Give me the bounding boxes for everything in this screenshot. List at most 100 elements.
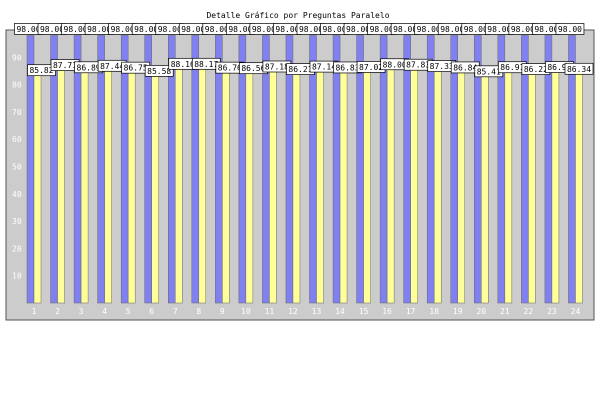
bar-series-2 [222,65,230,304]
bar-series-2 [457,65,465,304]
data-label: 98.00 [16,25,40,34]
bar-series-2 [339,65,348,304]
x-tick-label: 24 [571,307,581,316]
bar-series-1 [191,35,200,304]
x-tick-label: 20 [476,307,486,316]
data-label: 98.00 [134,25,158,34]
data-label: 86.56 [241,64,265,73]
bar-series-1 [262,35,270,304]
bar-series-2 [551,65,560,304]
data-label: 88.00 [383,60,407,69]
data-label: 98.00 [370,25,394,34]
data-label-box [555,23,585,35]
y-tick-label: 40 [12,190,22,199]
x-tick-label: 7 [173,307,178,316]
data-label: 98.00 [64,25,88,34]
x-tick-label: 1 [32,307,37,316]
bar-series-2 [386,62,395,304]
data-label: 98.00 [322,25,346,34]
bar-series-1 [544,35,553,304]
data-label: 98.00 [252,25,276,34]
x-tick-label: 12 [288,307,298,316]
data-label: 98.00 [558,25,582,34]
data-label: 86.76 [218,64,242,73]
bar-series-2 [410,62,418,304]
data-label: 98.00 [228,25,252,34]
x-tick-label: 17 [406,307,416,316]
bar-series-2 [80,65,89,304]
bar-series-2 [245,66,254,304]
data-label: 98.00 [511,25,535,34]
data-label: 85.58 [147,67,171,76]
data-label: 86.91 [500,63,524,72]
x-tick-label: 18 [429,307,439,316]
y-tick-label: 90 [12,53,22,62]
bar-series-2 [292,67,301,304]
bar-series-2 [104,64,112,304]
data-label: 98.00 [440,25,464,34]
data-label: 87.18 [265,62,289,71]
data-label: 86.83 [335,63,359,72]
data-label: 85.41 [477,67,501,76]
x-tick-label: 5 [126,307,131,316]
bar-series-2 [504,65,513,304]
x-tick-label: 4 [102,307,107,316]
bar-series-2 [481,69,489,304]
x-tick-label: 21 [500,307,510,316]
y-tick-label: 20 [12,244,22,253]
data-label: 86.89 [77,63,101,72]
bar-series-1 [403,35,411,304]
data-label: 87.83 [406,61,430,70]
data-label: 87.71 [53,61,77,70]
y-tick-label: 10 [12,272,22,281]
bar-series-2 [175,62,183,304]
y-tick-label: 60 [12,135,22,144]
x-tick-label: 8 [196,307,201,316]
bar-series-1 [568,35,576,304]
x-tick-label: 10 [241,307,251,316]
data-label: 87.14 [312,63,336,72]
bar-series-1 [426,35,435,304]
bar-series-2 [433,64,442,304]
x-tick-label: 23 [547,307,557,316]
x-tick-label: 16 [382,307,392,316]
bar-series-1 [450,35,458,304]
data-label: 98.00 [111,25,135,34]
x-tick-label: 15 [359,307,369,316]
data-label: 98.00 [181,25,205,34]
x-tick-label: 11 [265,307,275,316]
data-label: 98.00 [299,25,323,34]
bar-series-2 [316,64,324,304]
data-label: 98.00 [487,25,511,34]
data-label: 98.00 [40,25,64,34]
bar-series-2 [575,67,583,304]
data-label: 88.17 [194,60,218,69]
bar-series-2 [269,64,277,304]
bar-series-1 [120,35,129,304]
bar-series-2 [363,65,371,304]
bar-series-1 [97,35,105,304]
x-tick-label: 3 [79,307,84,316]
bar-series-2 [198,62,207,304]
data-label: 98.00 [275,25,299,34]
bar-series-2 [127,65,136,304]
data-label: 86.22 [524,65,548,74]
data-label: 86.84 [453,63,477,72]
y-tick-label: 80 [12,81,22,90]
data-label: 98.00 [534,25,558,34]
data-label: 98.00 [205,25,229,34]
bar-series-1 [356,35,364,304]
y-tick-label: 50 [12,163,22,172]
data-label: 87.02 [359,63,383,72]
x-tick-label: 2 [55,307,60,316]
data-label: 86.98 [547,63,571,72]
data-label-box [144,65,174,77]
data-label: 98.00 [346,25,370,34]
bar-series-2 [33,68,42,304]
bar-series-2 [57,63,65,304]
data-label: 85.82 [29,66,53,75]
data-label: 87.33 [430,62,454,71]
bar-series-1 [215,35,223,304]
x-tick-label: 14 [335,307,345,316]
data-label: 98.00 [417,25,441,34]
